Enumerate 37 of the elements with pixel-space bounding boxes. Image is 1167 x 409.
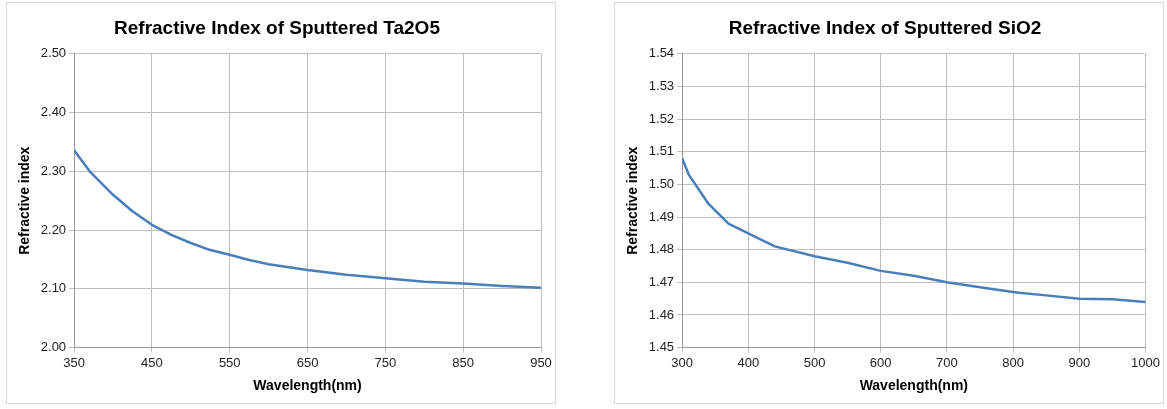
x-axis-title: Wavelength(nm) <box>253 377 362 394</box>
chart-title: Refractive Index of Sputtered Ta2O5 <box>114 16 441 38</box>
x-tick-label: 350 <box>63 354 85 370</box>
y-axis-title: Refractive index <box>624 146 641 255</box>
y-tick-label: 2.50 <box>40 45 67 61</box>
x-tick-label: 900 <box>1068 354 1091 370</box>
x-tick-label: 550 <box>218 354 241 370</box>
y-tick-label: 1.47 <box>648 273 675 289</box>
y-tick-label: 1.48 <box>648 241 675 257</box>
y-tick-label: 2.40 <box>40 104 67 120</box>
y-tick-label: 1.46 <box>648 306 675 322</box>
chart-title: Refractive Index of Sputtered SiO2 <box>728 16 1042 38</box>
y-tick-label: 1.51 <box>648 143 675 159</box>
y-tick-label: 2.20 <box>40 221 67 237</box>
x-tick-label: 800 <box>1002 354 1024 370</box>
x-tick-label: 750 <box>374 354 397 370</box>
x-tick-label: 700 <box>936 354 958 370</box>
y-tick-label: 1.49 <box>648 208 675 224</box>
y-tick-label: 2.30 <box>40 162 67 178</box>
y-tick-label: 1.54 <box>648 45 675 61</box>
y-tick-label: 1.45 <box>648 339 675 355</box>
y-tick-label: 1.50 <box>648 175 675 191</box>
x-axis-title: Wavelength(nm) <box>859 377 969 394</box>
x-tick-label: 650 <box>296 354 319 370</box>
x-tick-label: 450 <box>141 354 163 370</box>
x-tick-label: 600 <box>869 354 892 370</box>
y-tick-label: 2.10 <box>40 280 67 296</box>
x-tick-label: 850 <box>452 354 475 370</box>
x-tick-label: 1000 <box>1131 354 1160 370</box>
y-tick-label: 1.53 <box>648 78 675 94</box>
x-tick-label: 950 <box>530 354 552 370</box>
x-tick-label: 400 <box>737 354 760 370</box>
y-tick-label: 1.52 <box>648 110 675 126</box>
x-tick-label: 500 <box>803 354 826 370</box>
y-axis-title: Refractive index <box>16 146 33 255</box>
x-tick-label: 300 <box>671 354 693 370</box>
y-tick-label: 2.00 <box>40 339 67 355</box>
